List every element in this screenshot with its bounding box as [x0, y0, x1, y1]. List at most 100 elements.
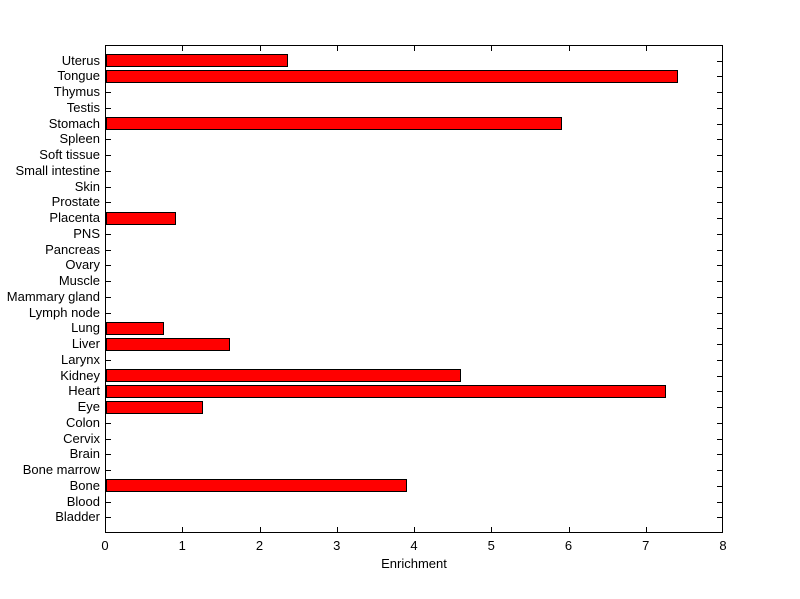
y-category-label: Stomach [48, 116, 100, 131]
bar-liver [106, 338, 230, 351]
x-tick-bottom [491, 527, 493, 532]
x-tick-top [105, 46, 106, 51]
y-tick-right [717, 344, 722, 345]
x-tick-label: 4 [410, 538, 418, 553]
x-tick-label: 2 [255, 538, 264, 553]
y-tick-left [106, 502, 111, 503]
x-tick-label: 3 [333, 538, 341, 553]
y-tick-right [717, 281, 722, 282]
y-category-label: Ovary [65, 257, 100, 272]
x-tick-label: 5 [487, 538, 495, 553]
y-tick-right [717, 202, 722, 203]
bar-placenta [106, 212, 176, 225]
y-tick-right [717, 250, 722, 251]
y-tick-left [106, 454, 111, 455]
y-tick-left [106, 470, 111, 471]
y-category-label: Blood [66, 494, 100, 509]
y-category-label: Liver [71, 336, 100, 351]
y-category-label: Prostate [51, 194, 100, 209]
y-category-label: Bone marrow [22, 462, 100, 477]
y-tick-right [717, 313, 722, 314]
y-category-label: Tongue [57, 68, 100, 83]
y-category-label: Colon [66, 415, 100, 430]
y-tick-right [717, 328, 722, 329]
y-tick-left [106, 250, 111, 251]
bar-stomach [106, 117, 562, 130]
y-tick-left [106, 297, 111, 298]
y-tick-left [106, 439, 111, 440]
y-category-label: Spleen [59, 131, 100, 146]
y-tick-right [717, 439, 722, 440]
y-tick-left [106, 139, 111, 140]
x-tick-bottom [568, 527, 570, 532]
y-category-label: Skin [74, 179, 100, 194]
bar-heart [106, 385, 666, 398]
y-category-label: Brain [69, 446, 100, 461]
y-tick-right [717, 108, 722, 109]
x-tick-label: 8 [719, 538, 727, 553]
y-category-label: Pancreas [45, 242, 100, 257]
y-tick-right [717, 187, 722, 188]
y-tick-right [717, 61, 722, 62]
x-tick-label: 0 [101, 538, 109, 553]
y-category-label: Uterus [61, 53, 100, 68]
y-category-label: Larynx [60, 352, 100, 367]
y-tick-right [717, 155, 722, 156]
x-tick-top [645, 46, 647, 51]
y-category-label: Thymus [53, 84, 100, 99]
x-tick-bottom [414, 527, 415, 532]
y-tick-right [717, 92, 722, 93]
x-tick-top [491, 46, 493, 51]
y-tick-left [106, 423, 111, 424]
y-tick-right [717, 470, 722, 471]
x-tick-top [414, 46, 415, 51]
y-category-label: Soft tissue [39, 147, 100, 162]
y-category-label: Testis [66, 100, 100, 115]
x-tick-bottom [105, 527, 106, 532]
bar-bone [106, 479, 407, 492]
y-category-label: Lung [71, 320, 100, 335]
y-tick-right [717, 502, 722, 503]
y-category-label: Placenta [49, 210, 100, 225]
y-tick-left [106, 517, 111, 518]
x-tick-label: 7 [642, 538, 650, 553]
x-tick-bottom [336, 527, 338, 532]
y-tick-right [717, 297, 722, 298]
bar-eye [106, 401, 203, 414]
y-category-label: Cervix [63, 431, 100, 446]
x-axis-label: Enrichment [381, 556, 447, 571]
x-tick-top [182, 46, 184, 51]
y-tick-left [106, 155, 111, 156]
y-category-label: Kidney [60, 368, 100, 383]
y-category-label: Mammary gland [6, 289, 100, 304]
x-tick-top [722, 46, 723, 51]
y-tick-right [717, 76, 722, 77]
bar-kidney [106, 369, 461, 382]
y-category-label: Eye [77, 399, 100, 414]
y-category-label: Bladder [55, 509, 100, 524]
y-tick-right [717, 391, 722, 392]
y-tick-right [717, 360, 722, 361]
bar-lung [106, 322, 164, 335]
y-category-label: PNS [73, 226, 100, 241]
x-tick-top [336, 46, 338, 51]
x-tick-bottom [259, 527, 261, 532]
x-tick-bottom [722, 527, 723, 532]
y-tick-left [106, 92, 111, 93]
y-category-label: Heart [68, 383, 100, 398]
y-category-label: Lymph node [28, 305, 100, 320]
y-category-label: Muscle [58, 273, 100, 288]
y-tick-left [106, 108, 111, 109]
y-tick-right [717, 171, 722, 172]
y-tick-right [717, 139, 722, 140]
y-tick-right [717, 218, 722, 219]
x-tick-bottom [182, 527, 184, 532]
x-tick-label: 6 [564, 538, 573, 553]
y-category-label: Small intestine [15, 163, 100, 178]
bar-uterus [106, 54, 288, 67]
x-tick-bottom [645, 527, 647, 532]
y-tick-left [106, 187, 111, 188]
y-tick-left [106, 313, 111, 314]
bar-tongue [106, 70, 678, 83]
y-tick-right [717, 234, 722, 235]
